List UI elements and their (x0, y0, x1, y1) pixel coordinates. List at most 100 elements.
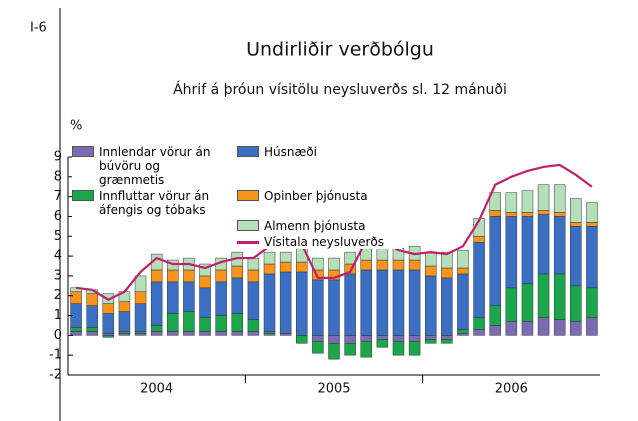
bar-segment (118, 311, 131, 332)
bar-segment (553, 212, 566, 217)
bar-segment (586, 222, 598, 227)
bar-segment (344, 343, 356, 356)
bar-segment (457, 333, 469, 336)
bar-segment (537, 210, 550, 215)
bar-segment (183, 269, 195, 283)
bar-segment (424, 251, 437, 267)
bar-segment (150, 281, 163, 326)
bar-segment (537, 214, 550, 275)
bar-segment (263, 273, 276, 332)
legend-label: Húsnæði (264, 145, 317, 159)
bar-segment (296, 271, 308, 336)
bar-segment (441, 335, 453, 340)
bar-segment (215, 315, 227, 332)
bar-segment (215, 331, 227, 336)
bar-segment (457, 329, 469, 334)
bar-segment (328, 335, 340, 344)
line-series (75, 163, 593, 301)
legend-swatch (237, 241, 259, 244)
bar-segment (521, 212, 534, 217)
bar-segment (167, 313, 179, 332)
bar-segment (231, 277, 244, 314)
bar-segment (505, 287, 518, 322)
bar-segment (457, 267, 469, 275)
bar-segment (376, 339, 389, 348)
bar-segment (473, 241, 485, 318)
bar-segment (118, 331, 131, 334)
bar-segment (586, 202, 598, 223)
legend-item: Innlendar vörur án búvöru og grænmetis (72, 145, 237, 187)
bar-segment (118, 301, 131, 312)
bar-segment (392, 269, 405, 336)
bar-segment (408, 259, 421, 271)
bar-segment (521, 190, 534, 213)
bar-segment (586, 317, 598, 336)
bar-segment (344, 251, 356, 265)
legend-label: Innlendar vörur án búvöru og grænmetis (99, 145, 211, 187)
bar-segment (167, 269, 179, 283)
figure-label: I-6 (30, 21, 47, 36)
bar-segment (263, 251, 276, 265)
bar-segment (473, 236, 485, 243)
bar-segment (360, 341, 372, 358)
y-tick-label: 9 (54, 150, 62, 165)
bar-segment (215, 281, 227, 316)
bar-segment (247, 331, 260, 336)
y-tick-label: 7 (54, 189, 62, 204)
bar-segment (360, 259, 372, 271)
legend-label: Almenn þjónusta (264, 219, 366, 233)
bar-segment (279, 251, 292, 263)
bar-segment (553, 216, 566, 275)
legend-swatch (72, 146, 94, 157)
bar-segment (570, 198, 582, 223)
legend-item: Innfluttar vörur án áfengis og tóbaks (72, 189, 237, 217)
bar-segment (102, 333, 115, 336)
y-tick-label: -2 (49, 368, 62, 383)
bar-segment (328, 343, 340, 360)
bar-segment (392, 341, 405, 356)
bar-segment (86, 327, 98, 332)
legend-label: Opinber þjónusta (264, 189, 368, 203)
y-tick-label: 1 (54, 308, 62, 323)
bar-segment (521, 321, 534, 336)
bar-segment (150, 269, 163, 283)
legend: Innlendar vörur án búvöru og grænmetis Hú… (72, 145, 402, 249)
bar-segment (376, 269, 389, 336)
legend-item: Almenn þjónusta (237, 219, 402, 233)
legend-swatch (237, 146, 259, 157)
bar-segment (441, 251, 453, 269)
bar-segment (424, 275, 437, 336)
bar-segment (296, 261, 308, 273)
bar-segment (457, 273, 469, 330)
bar-segment (215, 269, 227, 283)
bar-segment (70, 291, 82, 304)
bar-segment (312, 341, 324, 354)
bar-segment (553, 273, 566, 320)
bar-segment (344, 335, 356, 344)
bar-segment (570, 321, 582, 336)
bar-segment (102, 303, 115, 314)
bar-segment (505, 212, 518, 217)
bar-segment (424, 335, 437, 340)
bar-segment (586, 287, 598, 318)
bar-segment (586, 226, 598, 289)
bar-segment (505, 216, 518, 289)
bar-segment (167, 331, 179, 336)
bar-segment (344, 273, 356, 336)
bar-segment (70, 331, 82, 336)
bar-segment (441, 277, 453, 336)
bar-segment (183, 311, 195, 332)
bar-segment (392, 259, 405, 271)
legend-item: Húsnæði (237, 145, 402, 187)
bar-segment (473, 317, 485, 330)
bar-segment (376, 247, 389, 261)
bar-segment (570, 285, 582, 322)
bar-segment (489, 210, 501, 217)
y-axis-label: % (70, 119, 82, 134)
chart-title: Undirliðir verðbólgu (246, 39, 434, 61)
bar-segment (441, 339, 453, 344)
bar-segment (328, 257, 340, 271)
bar-segment (247, 257, 260, 271)
bar-segment (102, 335, 115, 338)
